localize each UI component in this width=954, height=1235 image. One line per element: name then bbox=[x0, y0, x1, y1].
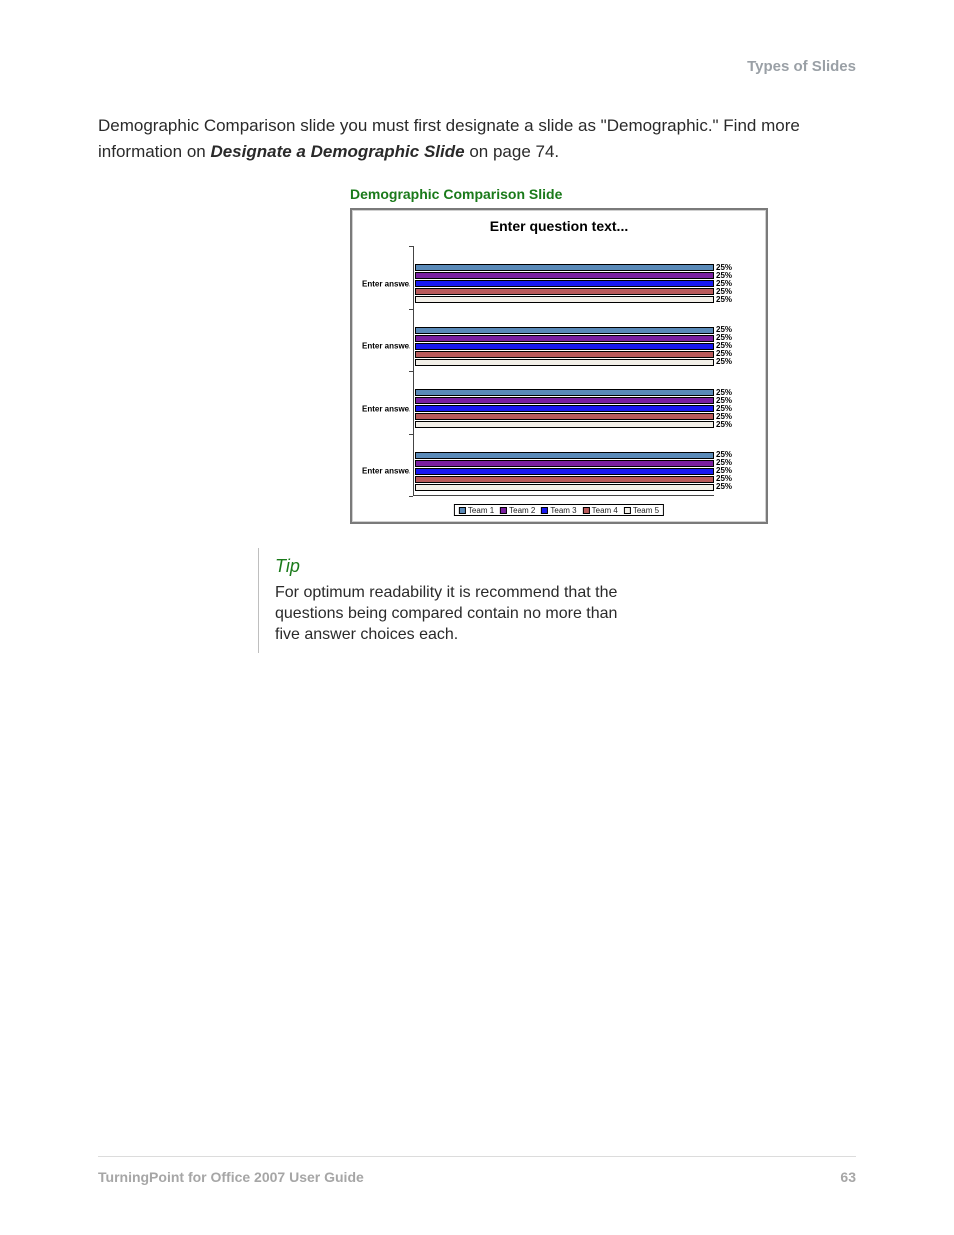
chart-legend: Team 1 Team 2 Team 3 Team 4 Team 5 bbox=[454, 504, 664, 516]
bars bbox=[415, 261, 714, 306]
bars bbox=[415, 324, 714, 369]
bars bbox=[415, 449, 714, 494]
legend-label: Team 3 bbox=[550, 506, 576, 515]
footer-doc-title: TurningPoint for Office 2007 User Guide bbox=[98, 1169, 364, 1185]
bar bbox=[415, 413, 714, 420]
bar bbox=[415, 397, 714, 404]
bar-row bbox=[415, 288, 714, 295]
legend-swatch bbox=[459, 507, 466, 514]
y-tick bbox=[409, 309, 413, 310]
legend-item: Team 3 bbox=[541, 506, 576, 515]
bar-row bbox=[415, 421, 714, 428]
bar bbox=[415, 264, 714, 271]
value-label: 25% bbox=[716, 358, 744, 366]
bar-row bbox=[415, 351, 714, 358]
bar-row bbox=[415, 484, 714, 491]
bar bbox=[415, 389, 714, 396]
bar-row bbox=[415, 335, 714, 342]
y-tick bbox=[409, 371, 413, 372]
legend-label: Team 4 bbox=[592, 506, 618, 515]
value-column: 25%25%25%25%25% bbox=[716, 324, 744, 369]
bar bbox=[415, 280, 714, 287]
legend-item: Team 2 bbox=[500, 506, 535, 515]
section-header: Types of Slides bbox=[747, 58, 856, 75]
legend-swatch bbox=[583, 507, 590, 514]
bar bbox=[415, 476, 714, 483]
chart-group: Enter answe... 25%25%25%25%25% bbox=[362, 386, 756, 431]
group-label: Enter answe... bbox=[362, 342, 410, 351]
footer-rule bbox=[98, 1156, 856, 1157]
bar bbox=[415, 351, 714, 358]
chart-group: Enter answe... 25%25%25%25%25% bbox=[362, 449, 756, 494]
bar bbox=[415, 343, 714, 350]
chart-group: Enter answe... 25%25%25%25%25% bbox=[362, 324, 756, 369]
figure-caption: Demographic Comparison Slide bbox=[350, 186, 768, 202]
bar-row bbox=[415, 468, 714, 475]
body-paragraph: Demographic Comparison slide you must fi… bbox=[98, 113, 859, 166]
bar-row bbox=[415, 272, 714, 279]
bar-row bbox=[415, 296, 714, 303]
bar bbox=[415, 421, 714, 428]
bar bbox=[415, 272, 714, 279]
bar bbox=[415, 468, 714, 475]
legend-label: Team 5 bbox=[633, 506, 659, 515]
footer-page-number: 63 bbox=[840, 1169, 856, 1185]
value-label: 25% bbox=[716, 296, 744, 304]
bars bbox=[415, 386, 714, 431]
legend-label: Team 1 bbox=[468, 506, 494, 515]
slide-title: Enter question text... bbox=[352, 218, 766, 234]
bar-row bbox=[415, 359, 714, 366]
bar-row bbox=[415, 280, 714, 287]
bar bbox=[415, 335, 714, 342]
bar bbox=[415, 288, 714, 295]
slide-thumbnail: Enter question text... Enter answe... 25%… bbox=[350, 208, 768, 524]
y-tick bbox=[409, 434, 413, 435]
value-label: 25% bbox=[716, 421, 744, 429]
bar-row bbox=[415, 264, 714, 271]
figure: Demographic Comparison Slide Enter quest… bbox=[350, 186, 768, 524]
bar bbox=[415, 484, 714, 491]
value-column: 25%25%25%25%25% bbox=[716, 386, 744, 431]
bar bbox=[415, 460, 714, 467]
bar-row bbox=[415, 413, 714, 420]
x-axis bbox=[413, 495, 714, 496]
value-column: 25%25%25%25%25% bbox=[716, 261, 744, 306]
tip-block: Tip For optimum readability it is recomm… bbox=[258, 548, 618, 653]
bar-row bbox=[415, 476, 714, 483]
bar-row bbox=[415, 389, 714, 396]
bar bbox=[415, 359, 714, 366]
legend-swatch bbox=[500, 507, 507, 514]
value-column: 25%25%25%25%25% bbox=[716, 449, 744, 494]
bar bbox=[415, 452, 714, 459]
legend-item: Team 4 bbox=[583, 506, 618, 515]
value-label: 25% bbox=[716, 483, 744, 491]
legend-label: Team 2 bbox=[509, 506, 535, 515]
bar-row bbox=[415, 405, 714, 412]
bar-row bbox=[415, 327, 714, 334]
page: Types of Slides Demographic Comparison s… bbox=[0, 0, 954, 1235]
body-tail: on page 74. bbox=[465, 142, 560, 161]
group-label: Enter answe... bbox=[362, 467, 410, 476]
bar bbox=[415, 405, 714, 412]
group-label: Enter answe... bbox=[362, 279, 410, 288]
tip-text: For optimum readability it is recommend … bbox=[275, 583, 618, 645]
y-tick bbox=[409, 496, 413, 497]
legend-swatch bbox=[541, 507, 548, 514]
bar-row bbox=[415, 343, 714, 350]
bar-row bbox=[415, 460, 714, 467]
y-tick bbox=[409, 246, 413, 247]
legend-swatch bbox=[624, 507, 631, 514]
chart-area: Enter answe...25%25%25%25%25%Enter answe… bbox=[362, 246, 756, 496]
tip-heading: Tip bbox=[275, 556, 618, 577]
bar-row bbox=[415, 452, 714, 459]
chart-group: Enter answe... 25%25%25%25%25% bbox=[362, 261, 756, 306]
legend-item: Team 5 bbox=[624, 506, 659, 515]
bar-row bbox=[415, 397, 714, 404]
group-label: Enter answe... bbox=[362, 404, 410, 413]
bar bbox=[415, 296, 714, 303]
xref-link: Designate a Demographic Slide bbox=[210, 142, 464, 161]
legend-item: Team 1 bbox=[459, 506, 494, 515]
bar bbox=[415, 327, 714, 334]
